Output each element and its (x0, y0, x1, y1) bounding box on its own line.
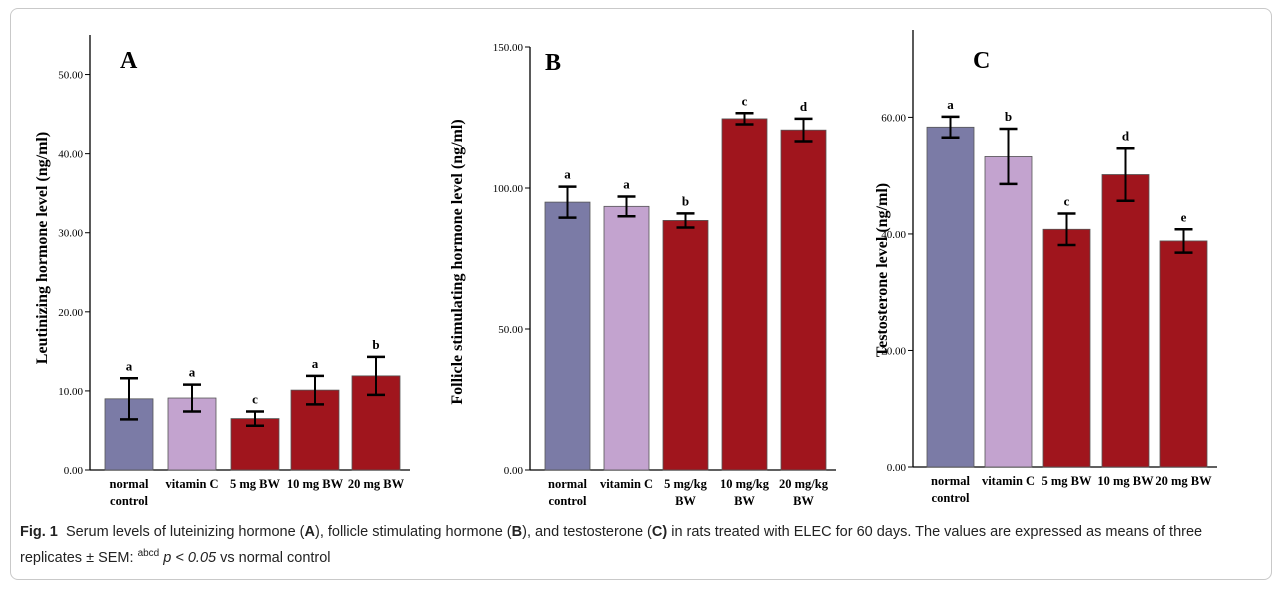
significance-letter: c (252, 391, 258, 406)
category-label: 10 mg/kg (720, 477, 770, 491)
bar (721, 118, 768, 471)
category-label: normal (931, 474, 970, 488)
bar (780, 129, 827, 471)
category-label: 5 mg BW (230, 477, 281, 491)
significance-letter: a (312, 356, 319, 371)
charts-canvas: 0.00 10.00 20.00 30.00 40.00 50.00 Leutinizing… (34, 30, 1217, 508)
significance-letter: e (1181, 209, 1187, 224)
bar (1159, 240, 1208, 468)
chart-panel-c: 0.00 20.00 40.00 60.00 Testosterone level (n… (874, 30, 1217, 505)
figure-caption: Fig. 1 Serum levels of luteinizing hormo… (20, 522, 1260, 569)
caption-text-2: ), follicle stimulating hormone ( (314, 524, 512, 540)
figure-frame (10, 8, 1272, 580)
y-tick-label: 10.00 (58, 386, 83, 398)
y-tick-label: 50.00 (498, 324, 523, 336)
caption-text-5: vs normal control (216, 549, 331, 566)
y-axis-label: Leutinizing hormone level (ng/ml) (34, 132, 51, 364)
caption-p-value: p < 0.05 (163, 549, 217, 566)
significance-letter: d (800, 99, 808, 114)
y-tick-label: 150.00 (493, 42, 524, 54)
y-tick-label: 0.00 (504, 465, 524, 477)
bar (984, 156, 1033, 468)
y-tick-label: 60.00 (881, 112, 906, 124)
significance-letter: a (126, 358, 133, 373)
category-label: 20 mg/kg (779, 477, 829, 491)
y-tick-label: 0.00 (64, 465, 84, 477)
category-label: 20 mg BW (348, 477, 405, 491)
caption-fig-label: Fig. 1 (20, 524, 58, 540)
panel-letter: B (545, 50, 561, 76)
category-label: vitamin C (982, 474, 1035, 488)
y-tick-label: 100.00 (493, 183, 524, 195)
bar (1101, 174, 1150, 468)
significance-letter: c (742, 93, 748, 108)
bar (104, 398, 154, 471)
y-tick-label: 40.00 (881, 229, 906, 241)
category-label: 20 mg BW (1155, 474, 1212, 488)
chart-panel-b: 0.00 50.00 100.00 150.00 Follicle stimulatin… (449, 42, 836, 508)
significance-letter: b (1005, 109, 1012, 124)
significance-letter: a (564, 167, 571, 182)
bar (603, 205, 650, 471)
significance-letter: b (682, 193, 689, 208)
category-label: 5 mg/kg (664, 477, 707, 491)
category-label: BW (675, 494, 696, 508)
category-label: 10 mg BW (287, 477, 344, 491)
caption-text-3: ), and testosterone ( (522, 524, 652, 540)
category-label: vitamin C (165, 477, 218, 491)
category-label: vitamin C (600, 477, 653, 491)
caption-text-4: in rats treated with ELEC for 60 days. T… (20, 524, 1203, 566)
category-label: BW (793, 494, 814, 508)
significance-letter: b (372, 337, 379, 352)
y-tick-label: 0.00 (887, 462, 907, 474)
bar (926, 126, 975, 468)
bar (1042, 228, 1091, 468)
significance-letter: a (947, 97, 954, 112)
y-axis-label: Follicle stimulating hormone level (ng/m… (449, 119, 466, 404)
significance-letter: c (1064, 194, 1070, 209)
caption-label-b: B (511, 524, 523, 540)
significance-letter: a (623, 176, 630, 191)
bar (544, 201, 591, 471)
y-tick-label: 40.00 (58, 149, 83, 161)
category-label: control (110, 494, 148, 508)
y-tick-label: 50.00 (58, 70, 83, 82)
category-label: control (932, 491, 970, 505)
category-label: 10 mg BW (1097, 474, 1154, 488)
category-label: BW (734, 494, 755, 508)
caption-label-a: A (304, 524, 315, 540)
significance-letter: a (189, 365, 196, 380)
category-label: 5 mg BW (1042, 474, 1093, 488)
category-label: control (549, 494, 587, 508)
category-label: normal (548, 477, 587, 491)
y-tick-label: 20.00 (881, 345, 906, 357)
caption-text-1: Serum levels of luteinizing hormone ( (65, 524, 305, 540)
caption-label-c: C) (651, 524, 668, 540)
panel-letter: C (973, 48, 990, 74)
significance-letter: d (1122, 128, 1130, 143)
y-axis-label: Testosterone level (ng/ml) (874, 183, 891, 357)
y-tick-label: 30.00 (58, 228, 83, 240)
y-tick-label: 20.00 (58, 307, 83, 319)
bar (662, 220, 709, 471)
category-label: normal (110, 477, 149, 491)
chart-panel-a: 0.00 10.00 20.00 30.00 40.00 50.00 Leutinizing… (34, 35, 410, 508)
bar (230, 418, 280, 471)
caption-superscript: abcd (137, 548, 160, 559)
panel-letter: A (120, 48, 138, 74)
